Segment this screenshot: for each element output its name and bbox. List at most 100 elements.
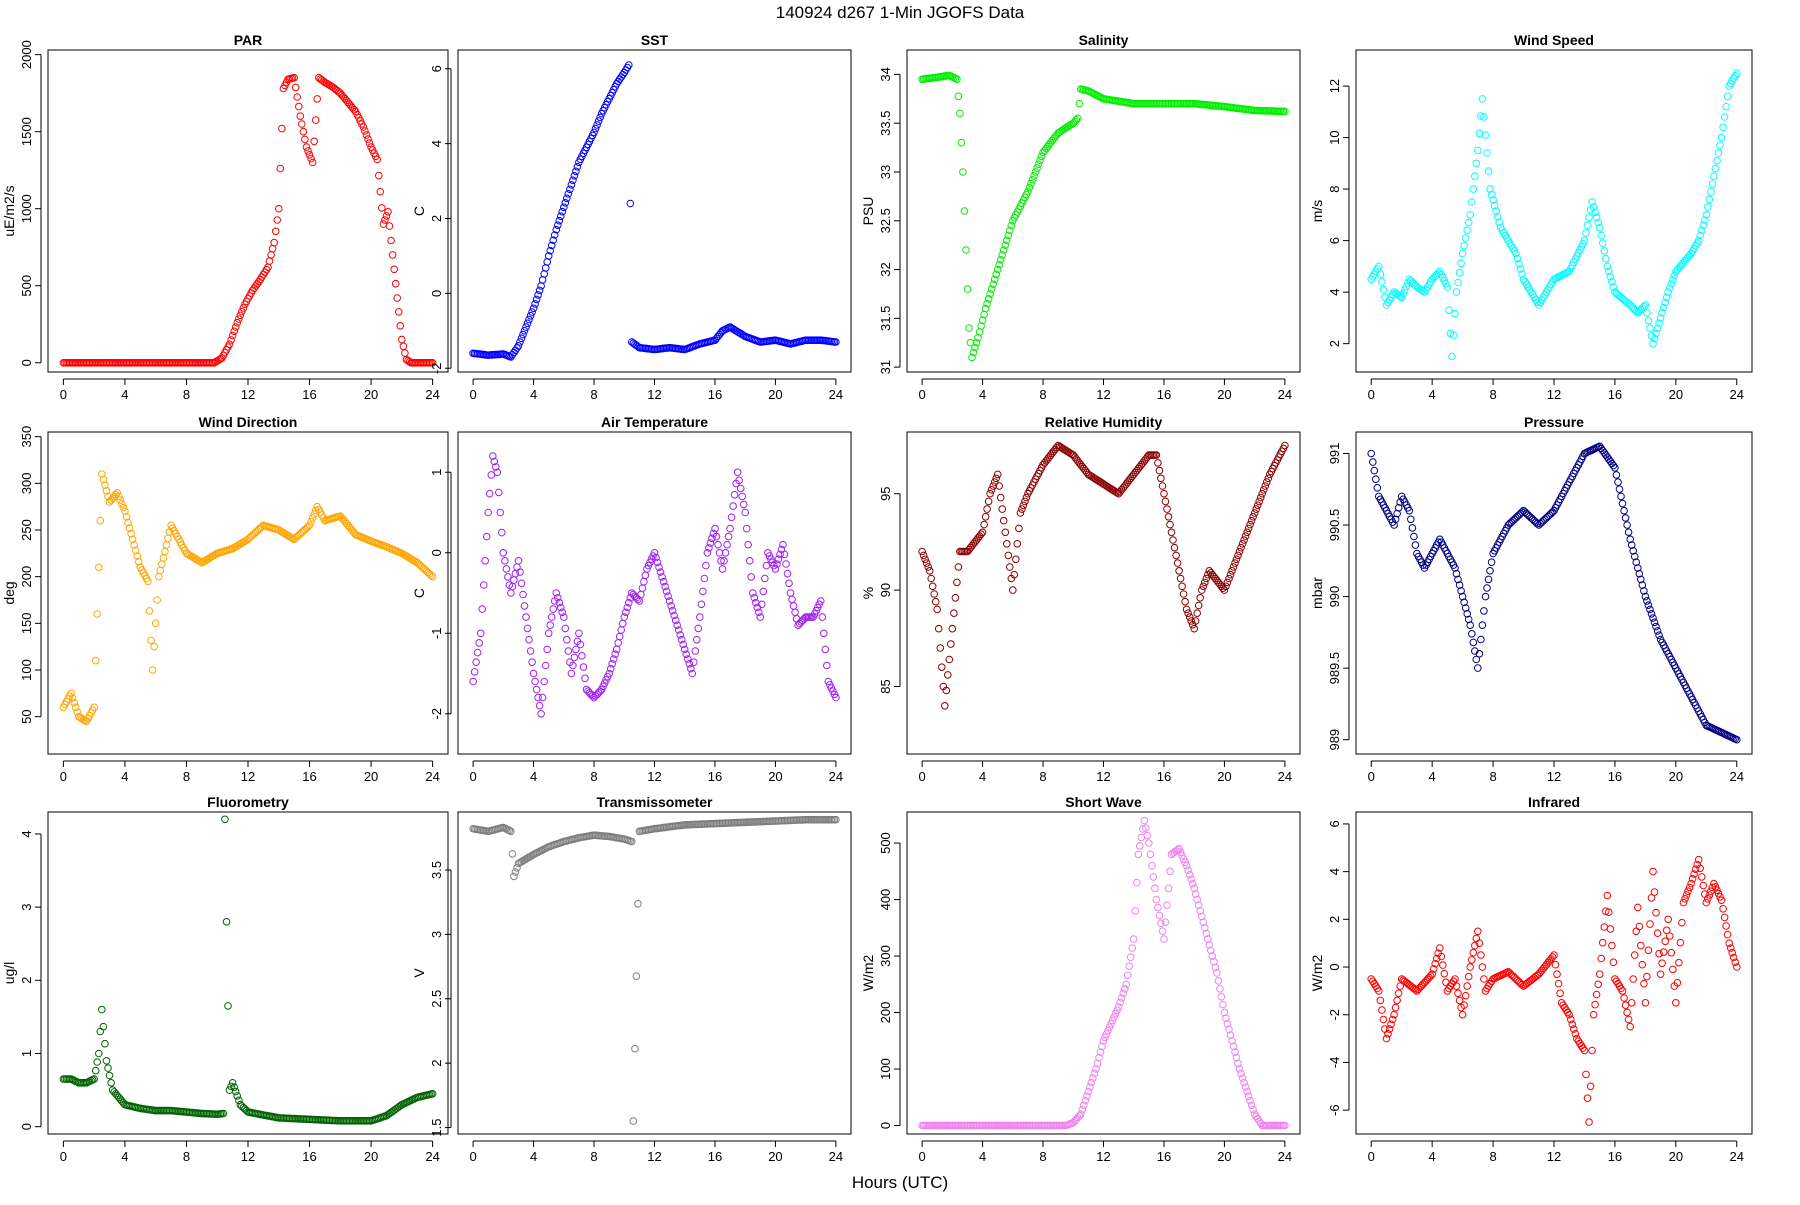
- salinity-point: [1036, 156, 1044, 165]
- salinity-x-tick-label: 20: [1217, 387, 1231, 402]
- wind-speed-point: [1605, 267, 1613, 276]
- air-temperature-point: [563, 635, 571, 644]
- infrared-point: [1588, 1046, 1596, 1055]
- infrared-point: [1556, 989, 1564, 998]
- transmissometer-point: [634, 900, 642, 908]
- infrared-point: [1704, 895, 1712, 903]
- wind-speed-point: [1379, 285, 1388, 294]
- infrared-x-tick-label: 8: [1489, 1149, 1496, 1164]
- sst-y-tick-label: 4: [429, 140, 444, 147]
- pressure-point: [1480, 607, 1488, 615]
- salinity-point: [987, 285, 996, 293]
- air-temperature-point: [718, 565, 727, 573]
- air-temperature-point: [733, 468, 742, 477]
- air-temperature-point: [581, 674, 589, 683]
- fluorometry-y-tick-label: 0: [19, 1123, 34, 1130]
- relative-humidity-point: [1223, 578, 1232, 587]
- short-wave-point: [1102, 1030, 1111, 1038]
- air-temperature-point: [723, 540, 731, 549]
- salinity-point: [1034, 160, 1043, 168]
- par-ylabel: uE/m2/s: [1, 185, 17, 236]
- relative-humidity-point: [1015, 524, 1023, 533]
- wind-speed-point: [1662, 293, 1671, 302]
- short-wave-point: [1249, 1105, 1257, 1114]
- sst-point: [534, 291, 542, 299]
- salinity-point: [957, 138, 966, 147]
- pressure-point: [1487, 558, 1496, 567]
- pressure-point: [1643, 597, 1651, 605]
- pressure-point: [1391, 515, 1400, 524]
- wind-speed-x-tick-label: 20: [1669, 387, 1683, 402]
- air-temperature-point: [481, 557, 490, 565]
- par-x-tick-label: 12: [241, 387, 255, 402]
- relative-humidity-point: [1199, 582, 1208, 591]
- fluorometry-points: [59, 815, 437, 1125]
- relative-humidity-point: [1013, 540, 1022, 548]
- infrared-point: [1563, 1008, 1572, 1017]
- air-temperature-point: [708, 534, 716, 543]
- transmissometer-x-tick-label: 16: [708, 1149, 722, 1164]
- wind-speed-point: [1475, 129, 1484, 138]
- infrared-point: [1600, 923, 1609, 931]
- fluorometry-point: [95, 1049, 103, 1058]
- relative-humidity-point: [1012, 555, 1020, 564]
- air-temperature-point: [699, 587, 707, 596]
- short-wave-point: [1281, 1121, 1289, 1130]
- salinity-point: [983, 299, 991, 308]
- wind-speed-point: [1598, 239, 1607, 247]
- short-wave-point: [1199, 918, 1208, 927]
- infrared-point: [1623, 1008, 1631, 1017]
- wind-speed-point: [1705, 195, 1714, 204]
- wind-speed-point: [1457, 259, 1465, 268]
- infrared-point: [1567, 1015, 1575, 1024]
- pressure-point: [1460, 598, 1468, 607]
- pressure-point: [1649, 614, 1657, 622]
- relative-humidity-point: [950, 609, 958, 618]
- short-wave-point: [1191, 890, 1200, 898]
- relative-humidity-x-tick-label: 0: [918, 769, 925, 784]
- relative-humidity-point: [1152, 451, 1161, 459]
- salinity-point: [962, 246, 970, 254]
- short-wave-point: [1092, 1065, 1100, 1073]
- sst-point: [519, 330, 527, 339]
- short-wave-point: [1187, 875, 1195, 884]
- short-wave-point: [1222, 1014, 1230, 1023]
- wind-speed-point: [1707, 187, 1715, 196]
- short-wave-point: [1185, 870, 1194, 879]
- short-wave-point: [1237, 1069, 1245, 1078]
- salinity-y-tick-label: 32.5: [878, 208, 893, 233]
- short-wave-point: [1129, 935, 1138, 943]
- salinity-point: [998, 251, 1007, 259]
- air-temperature-point: [724, 532, 733, 541]
- air-temperature-point: [614, 639, 623, 647]
- wind-speed-point: [1468, 198, 1476, 206]
- wind-direction-point: [73, 708, 81, 716]
- wind-speed-point: [1490, 201, 1499, 210]
- air-temperature-point: [511, 569, 520, 578]
- transmissometer-point: [510, 872, 518, 881]
- par-point: [378, 204, 386, 212]
- wind-direction-y-tick-label: 200: [19, 566, 34, 588]
- transmissometer-x-tick-label: 0: [469, 1149, 476, 1164]
- infrared-point: [1591, 1000, 1599, 1009]
- relative-humidity-point: [983, 505, 991, 513]
- infrared-point: [1655, 949, 1663, 958]
- sst-x-tick-label: 16: [708, 387, 722, 402]
- air-temperature-point: [578, 652, 586, 660]
- air-temperature-point: [478, 605, 487, 613]
- air-temperature-point: [485, 489, 494, 498]
- air-temperature-point: [519, 590, 527, 599]
- relative-humidity-y-tick-label: 85: [878, 679, 893, 693]
- par-point: [391, 279, 400, 288]
- wind-speed-point: [1402, 282, 1411, 291]
- par-point: [361, 127, 369, 135]
- wind-speed-point: [1484, 167, 1493, 175]
- air-temperature-point: [535, 701, 544, 710]
- wind-speed-point: [1722, 102, 1730, 111]
- salinity-plot-frame: [906, 49, 1301, 373]
- air-temperature-point: [622, 608, 630, 617]
- relative-humidity-point: [1264, 474, 1273, 483]
- infrared-point: [1719, 905, 1727, 913]
- wind-speed-point: [1670, 271, 1679, 280]
